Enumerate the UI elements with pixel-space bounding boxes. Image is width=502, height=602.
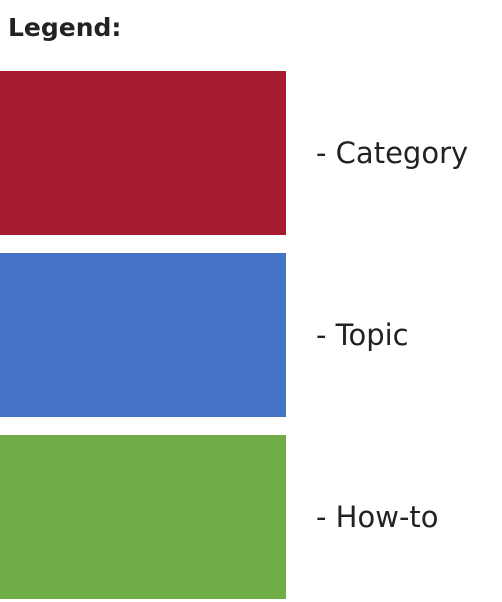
legend-label-topic: - Topic bbox=[316, 318, 409, 352]
legend-title: Legend: bbox=[8, 13, 122, 42]
legend-label-category: - Category bbox=[316, 136, 469, 170]
legend-label-how-to: - How-to bbox=[316, 500, 439, 534]
legend-swatch-category bbox=[0, 71, 286, 235]
legend-item-topic: - Topic bbox=[0, 253, 502, 417]
legend-swatch-how-to bbox=[0, 435, 286, 599]
legend-swatch-topic bbox=[0, 253, 286, 417]
legend-item-category: - Category bbox=[0, 71, 502, 235]
legend-item-how-to: - How-to bbox=[0, 435, 502, 599]
